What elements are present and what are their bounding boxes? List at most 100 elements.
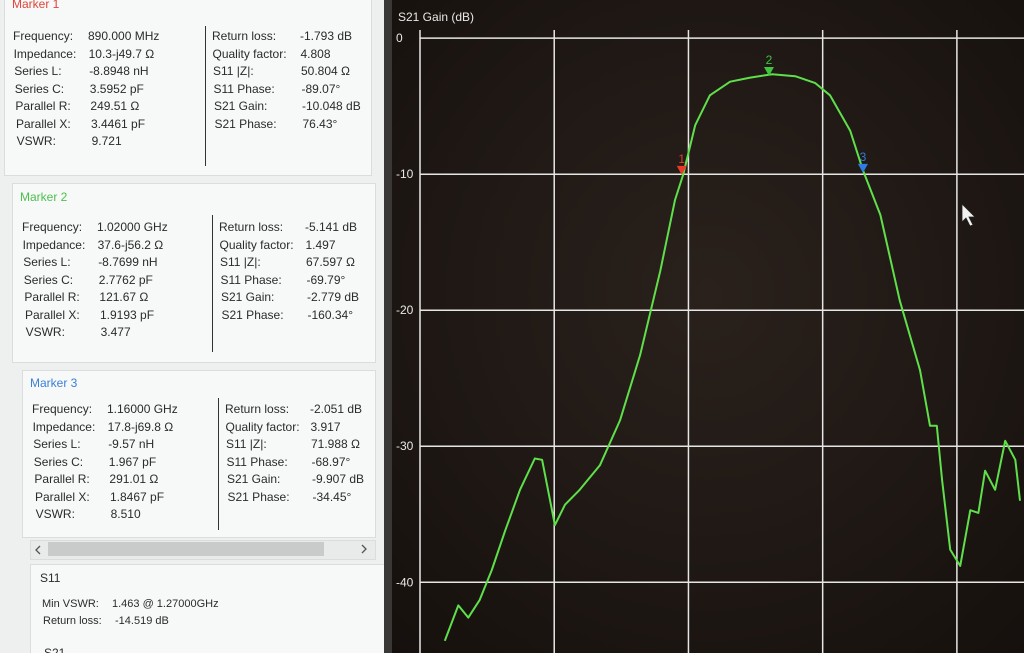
field-value: 1.02000 GHz	[97, 220, 168, 234]
field-value: -5.141 dB	[305, 220, 358, 234]
field-value: 67.597 Ω	[306, 255, 356, 269]
field-label: Parallel X:	[25, 307, 80, 322]
field-value: 1.16000 GHz	[107, 402, 178, 416]
field-label: Parallel R:	[34, 472, 90, 486]
field-value: -8.7699 nH	[98, 255, 158, 269]
field-label: Series C:	[33, 454, 84, 469]
field-value: 890.000 MHz	[88, 29, 160, 43]
next-section-title: S21	[44, 646, 66, 653]
field-label: VSWR:	[35, 507, 75, 521]
field-label: S11 Phase:	[220, 272, 282, 287]
field-value: 1.967 pF	[108, 454, 157, 469]
marker-title: Marker 2	[20, 190, 68, 204]
s11-value: 1.463 @ 1.27000GHz	[112, 598, 219, 610]
y-tick-label: 0	[396, 31, 403, 45]
bezel	[384, 0, 392, 653]
marker-box	[22, 370, 376, 538]
field-value: 1.8467 pF	[110, 489, 165, 504]
field-value: 121.67 Ω	[99, 290, 149, 304]
field-label: Parallel R:	[15, 99, 71, 113]
field-value: -8.8948 nH	[89, 64, 149, 78]
marker-label: 2	[766, 53, 773, 67]
marker-title: Marker 1	[12, 0, 60, 11]
field-label: VSWR:	[16, 134, 56, 148]
field-label: S11 |Z|:	[220, 255, 261, 269]
field-value: -160.34°	[307, 307, 354, 322]
field-label: Return loss:	[219, 220, 284, 234]
marker-box	[12, 183, 376, 363]
field-label: Parallel X:	[35, 489, 90, 504]
field-label: Impedance:	[32, 419, 96, 434]
marker-title: Marker 3	[30, 376, 78, 390]
field-label: Parallel R:	[24, 290, 80, 304]
field-value: -9.57 nH	[108, 437, 155, 451]
field-value: 1.497	[305, 237, 336, 252]
field-value: 17.8-j69.8 Ω	[107, 419, 174, 434]
column-separator	[218, 398, 219, 530]
field-value: -1.793 dB	[300, 29, 353, 43]
field-value: -2.051 dB	[310, 402, 363, 416]
field-value: 249.51 Ω	[90, 99, 140, 113]
field-value: -89.07°	[301, 81, 341, 96]
field-label: VSWR:	[25, 325, 65, 339]
field-value: 2.7762 pF	[98, 272, 153, 287]
field-value: 8.510	[110, 507, 141, 521]
chart: S21 Gain (dB) 0 -10 -20 -30 -40 1 2 3	[384, 0, 1024, 653]
field-value: 1.9193 pF	[100, 307, 155, 322]
marker-label: 3	[860, 150, 867, 164]
field-value: 10.3-j49.7 Ω	[88, 46, 155, 61]
column-separator	[205, 26, 206, 166]
chart-title: S21 Gain (dB)	[398, 10, 474, 24]
field-label: S11 |Z|:	[213, 64, 254, 78]
field-value: 3.477	[100, 325, 131, 339]
y-tick-label: -20	[396, 303, 414, 317]
plot-background	[392, 0, 1024, 653]
field-value: -9.907 dB	[312, 472, 365, 486]
s11-box	[30, 564, 384, 653]
marker-triangle	[857, 163, 868, 173]
field-value: -2.779 dB	[307, 290, 360, 304]
field-label: S21 Gain:	[221, 290, 275, 304]
field-label: Return loss:	[225, 402, 290, 416]
y-tick-label: -10	[396, 167, 414, 181]
trace-line	[443, 73, 1021, 642]
field-value: 3.917	[310, 419, 341, 434]
field-label: Quality factor:	[219, 237, 294, 252]
field-label: S21 Gain:	[214, 99, 268, 113]
s11-value: -14.519 dB	[115, 615, 169, 627]
field-label: Impedance:	[13, 46, 77, 61]
field-value: 9.721	[91, 134, 122, 148]
marker-triangle	[676, 165, 687, 175]
field-label: Quality factor:	[225, 419, 300, 434]
field-label: Parallel X:	[16, 116, 71, 131]
field-label: Series L:	[23, 255, 71, 269]
field-label: S11 Phase:	[213, 81, 275, 96]
field-label: S21 Gain:	[227, 472, 281, 486]
field-value: 76.43°	[302, 116, 338, 131]
field-label: S21 Phase:	[214, 116, 277, 131]
s11-title: S11	[40, 571, 61, 585]
field-label: S21 Phase:	[221, 307, 284, 322]
field-label: Impedance:	[22, 237, 86, 252]
s11-label: Return loss:	[43, 615, 102, 627]
scroll-arrows[interactable]	[0, 0, 384, 653]
field-label: S11 Phase:	[226, 454, 288, 469]
field-value: -68.97°	[311, 454, 351, 469]
marker-triangle	[763, 66, 774, 76]
field-value: 3.4461 pF	[91, 116, 146, 131]
field-label: Series L:	[33, 437, 81, 451]
field-value: 50.804 Ω	[301, 64, 351, 78]
field-label: S21 Phase:	[227, 489, 290, 504]
field-label: Series C:	[14, 81, 65, 96]
field-label: Quality factor:	[212, 46, 287, 61]
y-tick-label: -40	[396, 575, 414, 589]
field-value: -69.79°	[306, 272, 346, 287]
y-tick-label: -30	[396, 439, 414, 453]
field-label: Frequency:	[22, 220, 83, 234]
marker-panel: Marker 1 Frequency: 890.000 MHz Impedance: 1…	[0, 0, 384, 653]
marker-label: 1	[678, 152, 685, 166]
column-separator	[212, 215, 213, 352]
field-value: 3.5952 pF	[89, 81, 144, 96]
field-label: Frequency:	[13, 29, 74, 43]
